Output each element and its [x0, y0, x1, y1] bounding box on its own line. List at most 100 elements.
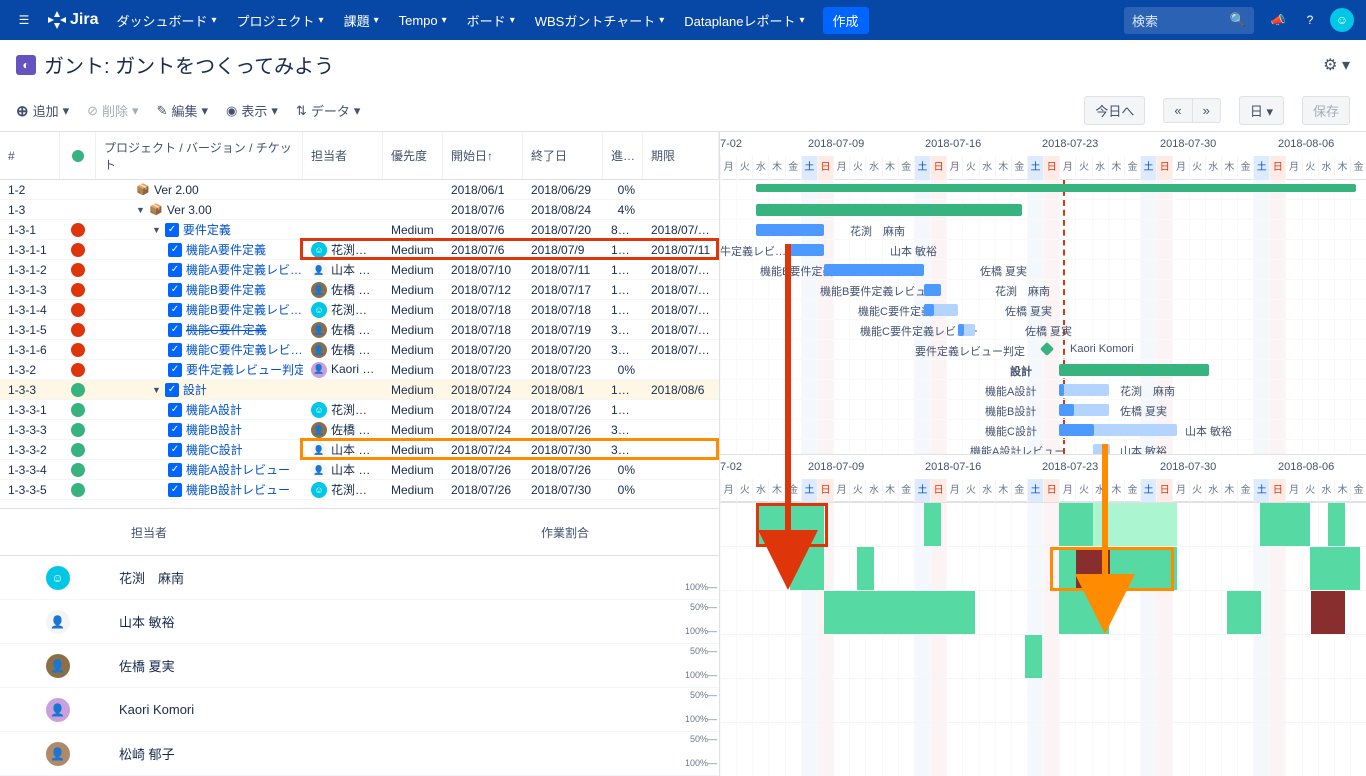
- table-row[interactable]: 1-3-1▼ ✓ 要件定義Medium2018/07/62018/07/2082…: [0, 220, 719, 240]
- unit-button[interactable]: 日 ▾: [1239, 96, 1284, 125]
- table-row[interactable]: 1-3-1-2✓ 機能A要件定義レビ…👤山本 敏裕Medium2018/07/1…: [0, 260, 719, 280]
- table-row[interactable]: 1-2📦 Ver 2.002018/06/12018/06/290%: [0, 180, 719, 200]
- add-button[interactable]: ⊕追加▾: [16, 101, 69, 120]
- col-number[interactable]: #: [0, 132, 60, 179]
- workload-block: [756, 503, 824, 546]
- notifications-icon[interactable]: 📣: [1262, 4, 1294, 36]
- day-header: 土: [1253, 479, 1269, 503]
- save-button[interactable]: 保存: [1302, 96, 1350, 125]
- timeline-date: 7-02: [720, 132, 742, 156]
- resource-row[interactable]: 👤佐橋 夏実100%—50%—: [0, 644, 719, 688]
- table-row[interactable]: 1-3-1-5✓ 機能C要件定義👤佐橋 夏実Medium2018/07/1820…: [0, 320, 719, 340]
- resource-timeline[interactable]: [720, 502, 1366, 776]
- table-row[interactable]: 1-3-1-6✓ 機能C要件定義レビ…👤佐橋 夏実Medium2018/07/2…: [0, 340, 719, 360]
- day-header: 土: [1027, 479, 1043, 503]
- table-row[interactable]: 1-3-3-4✓ 機能A設計レビュー👤山本 敏裕Medium2018/07/26…: [0, 460, 719, 480]
- help-icon[interactable]: ?: [1294, 4, 1326, 36]
- gantt-bar-prefix: 機能A設計レビュー: [970, 443, 1065, 454]
- col-end[interactable]: 終了日: [523, 132, 603, 179]
- resource-col-assignee[interactable]: 担当者: [115, 524, 525, 541]
- next-button[interactable]: »: [1192, 98, 1221, 123]
- gantt-bar[interactable]: [756, 184, 1356, 192]
- day-header: 月: [1059, 156, 1075, 180]
- resource-row[interactable]: 👤松崎 郁子100%—50%—: [0, 732, 719, 776]
- gantt-bar[interactable]: [1059, 364, 1209, 376]
- day-header: 月: [833, 156, 849, 180]
- nav-item-0[interactable]: ダッシュボード▾: [106, 0, 226, 40]
- table-row[interactable]: 1-3-1-4✓ 機能B要件定義レビ…☺花渕 麻南Medium2018/07/1…: [0, 300, 719, 320]
- table-row[interactable]: 1-3-1-3✓ 機能B要件定義👤佐橋 夏実Medium2018/07/1220…: [0, 280, 719, 300]
- resource-row[interactable]: 👤山本 敏裕100%—50%—: [0, 600, 719, 644]
- workload-block: [1260, 503, 1310, 546]
- search-input[interactable]: 検索🔍: [1124, 7, 1254, 34]
- table-row[interactable]: 1-3-3-1✓ 機能A設計☺花渕 麻南Medium2018/07/242018…: [0, 400, 719, 420]
- gantt-bar[interactable]: [1040, 342, 1054, 356]
- gantt-bar[interactable]: [790, 244, 824, 256]
- jira-logo[interactable]: Jira: [48, 11, 98, 29]
- delete-button[interactable]: ⊘削除▾: [87, 101, 138, 120]
- gantt-bar[interactable]: [756, 224, 824, 236]
- timeline-date: 2018-07-23: [1042, 455, 1098, 479]
- col-assignee[interactable]: 担当者: [303, 132, 383, 179]
- day-header: 火: [1189, 479, 1205, 503]
- gantt-bar[interactable]: [756, 204, 1022, 216]
- day-header: 金: [898, 156, 914, 180]
- day-header: 土: [1140, 156, 1156, 180]
- day-header: 月: [946, 479, 962, 503]
- nav-item-6[interactable]: Dataplaneレポート▾: [674, 0, 814, 40]
- table-row[interactable]: 1-3▼ 📦 Ver 3.002018/07/62018/08/244%: [0, 200, 719, 220]
- timeline-date: 2018-07-09: [808, 455, 864, 479]
- edit-button[interactable]: ✎編集▾: [157, 101, 208, 120]
- nav-item-2[interactable]: 課題▾: [334, 0, 389, 40]
- workload-block: [1076, 547, 1110, 590]
- col-priority[interactable]: 優先度: [383, 132, 443, 179]
- resource-col-ratio[interactable]: 作業割合: [525, 524, 605, 541]
- resource-row[interactable]: 👤Kaori Komori100%—50%—: [0, 688, 719, 732]
- today-button[interactable]: 今日へ: [1084, 96, 1145, 125]
- day-header: 金: [1124, 156, 1140, 180]
- gantt-bar[interactable]: [1059, 384, 1109, 396]
- workload-block: [1310, 547, 1360, 590]
- table-row[interactable]: 1-3-3▼ ✓ 設計Medium2018/07/242018/08/115%2…: [0, 380, 719, 400]
- table-row[interactable]: 1-3-3-2✓ 機能C設計👤山本 敏裕Medium2018/07/242018…: [0, 440, 719, 460]
- table-row[interactable]: 1-3-2✓ 要件定義レビュー判定👤Kaori Ko…Medium2018/07…: [0, 360, 719, 380]
- view-button[interactable]: ◉表示▾: [226, 101, 278, 120]
- day-header: 木: [1108, 156, 1124, 180]
- nav-item-4[interactable]: ボード▾: [457, 0, 525, 40]
- day-header: 木: [1221, 479, 1237, 503]
- col-tree[interactable]: プロジェクト / バージョン / チケット: [96, 132, 303, 179]
- col-due[interactable]: 期限: [643, 132, 719, 179]
- nav-item-3[interactable]: Tempo▾: [389, 0, 457, 40]
- gantt-bar[interactable]: [1093, 444, 1110, 454]
- col-indicator[interactable]: [60, 132, 96, 179]
- col-start[interactable]: 開始日 ↑: [443, 132, 523, 179]
- menu-icon[interactable]: ☰: [8, 13, 40, 27]
- day-header: 水: [1318, 479, 1334, 503]
- workload-block: [857, 547, 874, 590]
- gantt-bar[interactable]: [824, 264, 924, 276]
- day-header: 木: [1108, 479, 1124, 503]
- table-row[interactable]: 1-3-3-3✓ 機能B設計👤佐橋 夏実Medium2018/07/242018…: [0, 420, 719, 440]
- table-row[interactable]: 1-3-1-1✓ 機能A要件定義☺花渕 麻南Medium2018/07/6201…: [0, 240, 719, 260]
- gantt-bar[interactable]: [924, 284, 941, 296]
- gantt-row: [720, 200, 1366, 220]
- gantt-bar-label: 花渕 麻南: [995, 283, 1050, 299]
- gantt-chart[interactable]: 花渕 麻南牛定義レビ…山本 敏裕機能B要件定義佐橋 夏実機能B要件定義レビュー花…: [720, 180, 1366, 454]
- resource-timeline-row: [720, 591, 1366, 635]
- gantt-bar-label: 佐橋 夏実: [1025, 323, 1072, 339]
- col-progress[interactable]: 進…: [603, 132, 643, 179]
- settings-icon[interactable]: ⚙ ▾: [1323, 55, 1350, 75]
- nav-item-1[interactable]: プロジェクト▾: [227, 0, 334, 40]
- table-row[interactable]: 1-3-3-5✓ 機能B設計レビュー☺花渕 麻南Medium2018/07/26…: [0, 480, 719, 500]
- avatar-top[interactable]: ☺: [1326, 4, 1358, 36]
- data-button[interactable]: ⇅データ▾: [296, 101, 360, 120]
- day-header: 日: [817, 156, 833, 180]
- resource-list: ☺花渕 麻南100%—50%—👤山本 敏裕100%—50%—👤佐橋 夏実100%…: [0, 556, 719, 776]
- prev-button[interactable]: «: [1163, 98, 1192, 123]
- toolbar: ⊕追加▾ ⊘削除▾ ✎編集▾ ◉表示▾ ⇅データ▾ 今日へ « » 日 ▾ 保存: [0, 90, 1366, 132]
- resource-row[interactable]: ☺花渕 麻南100%—50%—: [0, 556, 719, 600]
- nav-item-5[interactable]: WBSガントチャート▾: [525, 0, 675, 40]
- create-button[interactable]: 作成: [823, 7, 869, 34]
- day-header: 月: [1059, 479, 1075, 503]
- gantt-bar-prefix: 機能C要件定義: [858, 303, 932, 319]
